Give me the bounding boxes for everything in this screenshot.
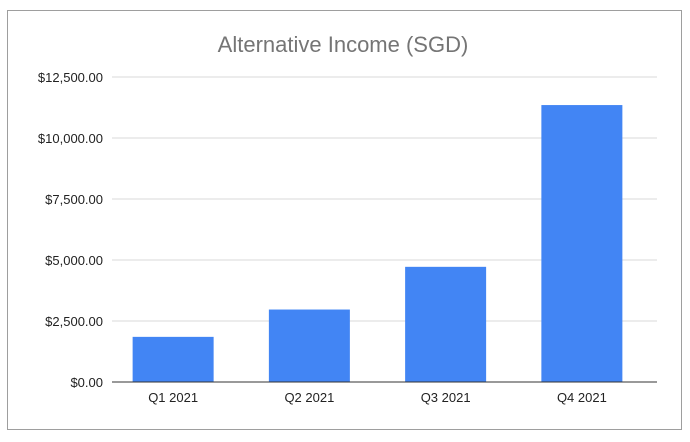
y-tick-label: $12,500.00 <box>38 70 103 85</box>
bar-q1-2021 <box>132 336 214 382</box>
y-axis-ticks: $0.00 $2,500.00 $5,000.00 $7,500.00 $10,000.… <box>38 70 103 390</box>
bars <box>132 105 623 382</box>
y-tick-label: $7,500.00 <box>45 192 103 207</box>
bar-q3-2021 <box>405 266 487 382</box>
y-tick-label: $5,000.00 <box>45 253 103 268</box>
chart-title: Alternative Income (SGD) <box>218 32 469 57</box>
x-tick-label: Q2 2021 <box>284 390 334 405</box>
y-tick-label: $10,000.00 <box>38 131 103 146</box>
x-axis-ticks: Q1 2021 Q2 2021 Q3 2021 Q4 2021 <box>148 390 607 405</box>
bar-q4-2021 <box>541 105 623 382</box>
x-tick-label: Q4 2021 <box>557 390 607 405</box>
y-tick-label: $2,500.00 <box>45 314 103 329</box>
x-tick-label: Q3 2021 <box>421 390 471 405</box>
bar-q2-2021 <box>268 309 350 382</box>
x-tick-label: Q1 2021 <box>148 390 198 405</box>
y-tick-label: $0.00 <box>70 375 103 390</box>
